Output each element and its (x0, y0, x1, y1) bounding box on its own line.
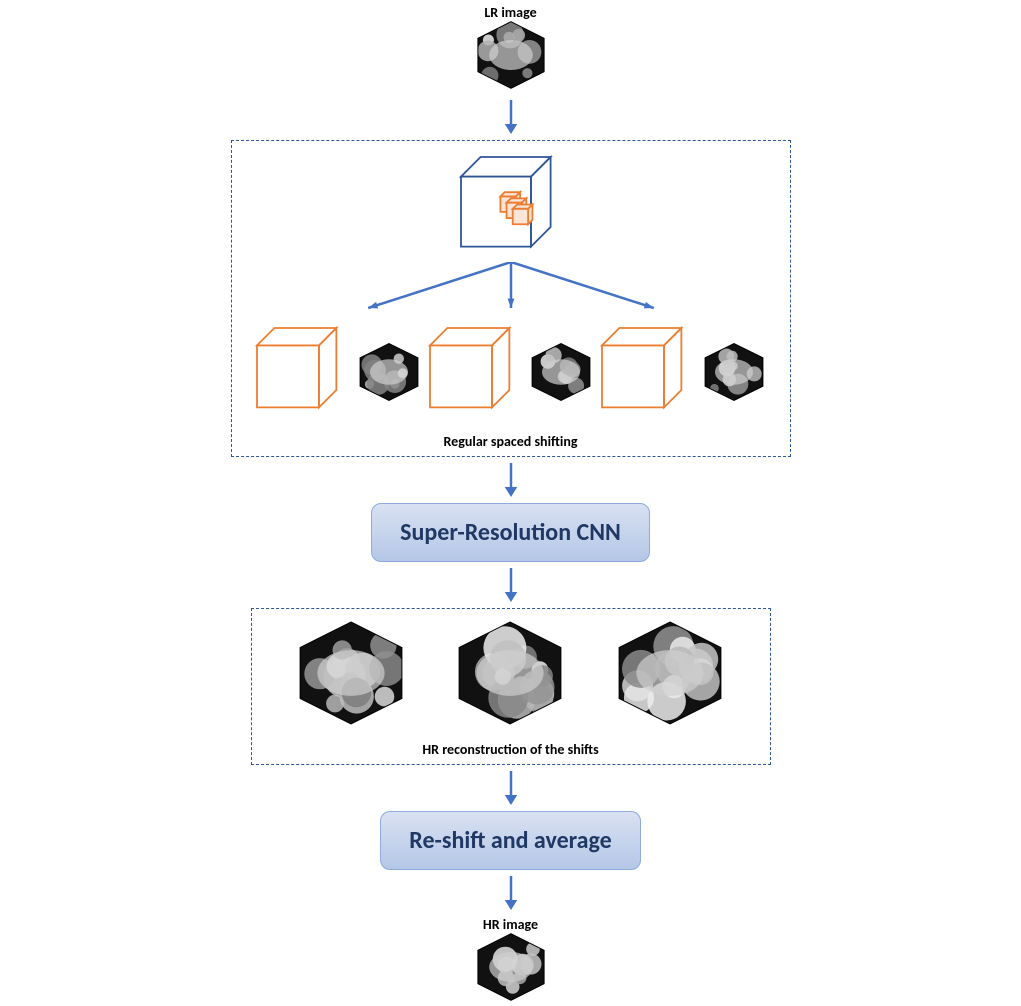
arrow-3 (211, 568, 811, 602)
orange-cube-icon (253, 324, 350, 426)
orange-cube-icon (426, 324, 523, 426)
hr-caption: HR reconstruction of the shifts (422, 741, 598, 758)
shift-hex-icon (700, 343, 768, 406)
arrow-1 (211, 100, 811, 134)
shift-item (426, 324, 595, 426)
shift-row (252, 324, 770, 426)
arrow-5 (211, 876, 811, 910)
shift-caption: Regular spaced shifting (444, 433, 578, 450)
shift-item (598, 324, 767, 426)
reshift-box: Re-shift and average (380, 811, 640, 870)
hr-recon-box: HR reconstruction of the shifts (251, 608, 771, 765)
main-cube-row (252, 153, 770, 266)
lr-image-label: LR image (211, 4, 811, 21)
arrow-2 (211, 463, 811, 497)
hr-hex-icon (291, 621, 411, 730)
shift-hex-icon (527, 343, 595, 406)
hr-hex-icon (472, 933, 550, 1006)
shift-hex-icon (355, 343, 423, 406)
hr-hex-row (211, 933, 811, 1006)
cnn-box: Super-Resolution CNN (371, 503, 650, 562)
diagram-container: LR image Regular spaced shifting Super-R… (211, 0, 811, 1006)
lr-hex-row (211, 21, 811, 94)
orange-cube-icon (598, 324, 695, 426)
hr-hex-icon (610, 621, 730, 730)
hr-hex-icon (450, 621, 570, 730)
shifting-box: Regular spaced shifting (231, 140, 791, 457)
fan-arrows (252, 262, 770, 318)
main-cube-icon (457, 153, 565, 266)
lr-hex-icon (472, 21, 550, 94)
shift-item (253, 324, 422, 426)
hr-image-label: HR image (211, 916, 811, 933)
hr-row (272, 621, 750, 730)
arrow-4 (211, 771, 811, 805)
